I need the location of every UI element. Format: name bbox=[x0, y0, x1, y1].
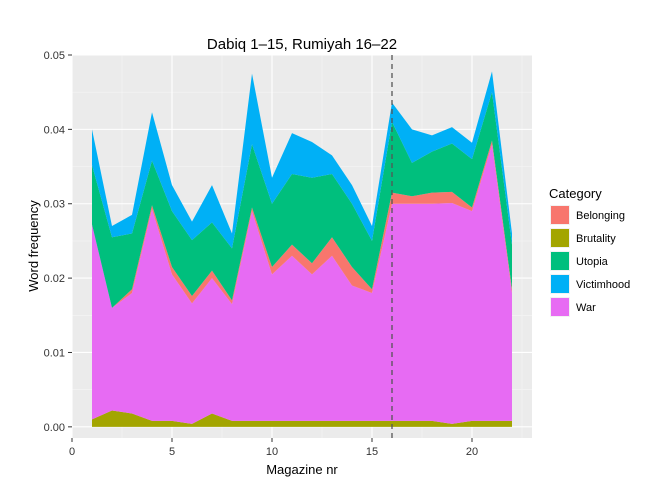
legend-label-war: War bbox=[576, 302, 596, 314]
legend-label-victimhood: Victimhood bbox=[576, 279, 630, 291]
x-tick-label: 0 bbox=[69, 446, 75, 458]
y-tick-label: 0.01 bbox=[44, 347, 65, 359]
legend-title: Category bbox=[549, 186, 602, 201]
x-tick-label: 5 bbox=[169, 446, 175, 458]
legend-label-belonging: Belonging bbox=[576, 210, 625, 222]
area-brutality bbox=[92, 410, 512, 427]
area-utopia bbox=[92, 92, 512, 308]
legend-swatch-war bbox=[551, 298, 569, 316]
y-axis-ticks: 0.00 0.01 0.02 0.03 0.04 0.05 bbox=[44, 50, 72, 434]
y-tick-label: 0.02 bbox=[44, 273, 65, 285]
legend-swatch-utopia bbox=[551, 252, 569, 270]
chart-title: Dabiq 1–15, Rumiyah 16–22 bbox=[207, 36, 397, 53]
x-tick-label: 10 bbox=[266, 446, 278, 458]
area-war bbox=[92, 144, 512, 424]
y-tick-label: 0.03 bbox=[44, 199, 65, 211]
legend-swatch-victimhood bbox=[551, 275, 569, 293]
y-tick-label: 0.00 bbox=[44, 422, 65, 434]
y-tick-label: 0.05 bbox=[44, 50, 65, 62]
legend-swatch-belonging bbox=[551, 206, 569, 224]
x-axis-label: Magazine nr bbox=[266, 462, 338, 477]
stacked-areas bbox=[92, 71, 512, 427]
y-axis-label: Word frequency bbox=[26, 200, 41, 292]
x-axis-ticks: 0 5 10 15 20 bbox=[69, 438, 478, 458]
y-tick-label: 0.04 bbox=[44, 124, 65, 136]
x-tick-label: 15 bbox=[366, 446, 378, 458]
area-victimhood bbox=[92, 71, 512, 249]
legend-label-utopia: Utopia bbox=[576, 256, 609, 268]
legend: Category Belonging Brutality Utopia Victimh… bbox=[549, 186, 630, 317]
legend-label-brutality: Brutality bbox=[576, 233, 616, 245]
x-tick-label: 20 bbox=[466, 446, 478, 458]
legend-swatch-brutality bbox=[551, 229, 569, 247]
